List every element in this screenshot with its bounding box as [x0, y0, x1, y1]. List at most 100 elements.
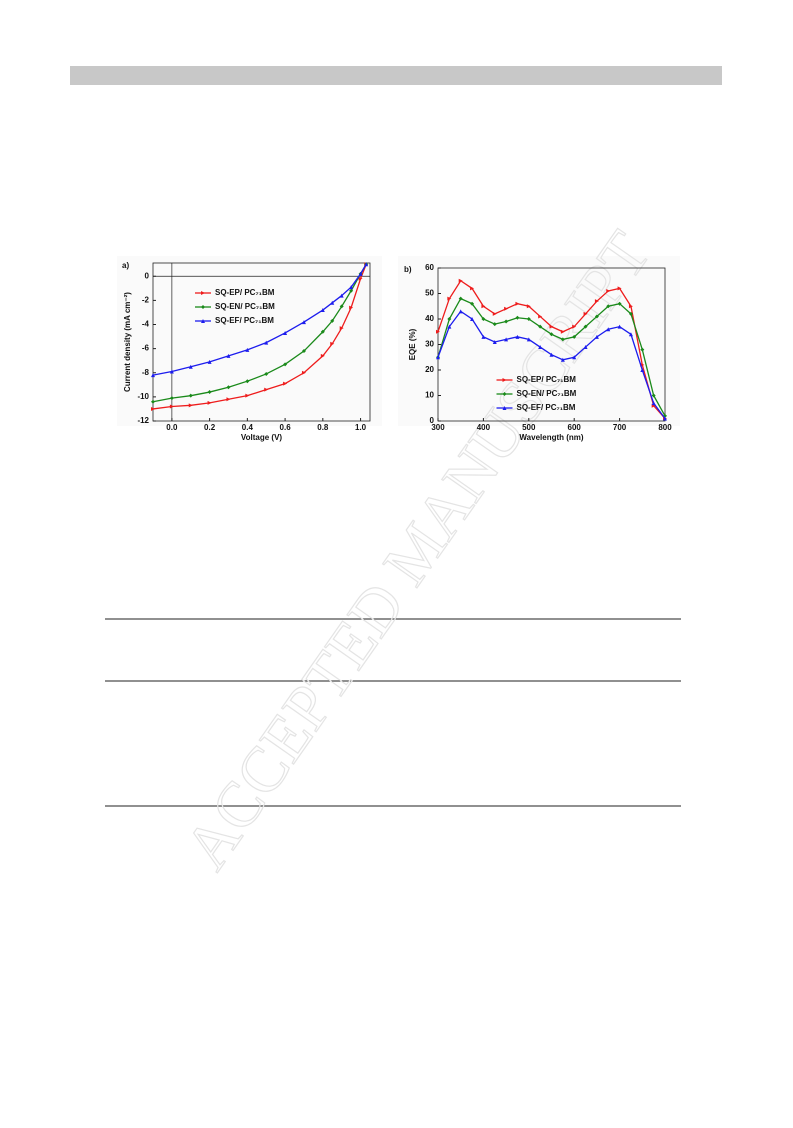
data-point	[538, 345, 543, 350]
data-point	[339, 293, 344, 298]
data-point	[560, 337, 565, 342]
data-point	[492, 322, 497, 327]
legend-label: SQ-EN/ PC₇₁BM	[215, 302, 275, 311]
data-point	[515, 315, 520, 320]
table	[105, 618, 681, 807]
data-point	[264, 340, 269, 345]
data-point	[301, 320, 306, 325]
data-point	[538, 314, 543, 319]
data-point	[447, 324, 452, 329]
legend-marker	[502, 392, 507, 396]
data-point	[358, 271, 363, 276]
header-bar	[70, 66, 722, 85]
data-point	[628, 304, 633, 309]
data-point	[504, 337, 509, 342]
x-tick-label: 800	[658, 423, 672, 432]
data-point	[151, 399, 155, 404]
data-point	[169, 369, 174, 374]
data-point	[640, 347, 645, 352]
data-point	[504, 319, 509, 324]
legend-label: SQ-EF/ PC₇₁BM	[215, 316, 274, 325]
data-point	[436, 329, 440, 334]
data-point	[330, 300, 335, 305]
data-point	[283, 330, 288, 335]
y-tick-label: 10	[425, 391, 434, 400]
y-axis-label: Current density (mA cm⁻²)	[123, 292, 132, 392]
data-point	[283, 381, 288, 386]
data-point	[583, 324, 588, 329]
data-point	[264, 387, 269, 392]
data-point	[301, 370, 306, 375]
data-point	[617, 324, 622, 329]
x-tick-label: 300	[431, 423, 445, 432]
x-tick-label: 700	[613, 423, 627, 432]
data-point	[364, 262, 369, 267]
legend-marker	[201, 319, 205, 323]
legend-marker	[502, 378, 507, 382]
y-axis-label: EQE (%)	[408, 328, 417, 360]
data-point	[458, 309, 463, 314]
data-point	[481, 304, 486, 309]
data-point	[492, 339, 497, 344]
y-tick-label: 0	[145, 271, 150, 280]
data-point	[207, 390, 212, 395]
legend-marker	[201, 291, 205, 295]
data-point	[492, 311, 497, 316]
data-point	[330, 318, 335, 323]
data-point	[458, 278, 463, 283]
x-tick-label: 400	[477, 423, 491, 432]
data-point	[169, 404, 174, 409]
y-tick-label: -6	[142, 344, 150, 353]
data-point	[640, 368, 645, 372]
data-point	[436, 355, 440, 360]
y-tick-label: -8	[142, 368, 150, 377]
data-point	[169, 396, 174, 401]
plot-frame	[152, 262, 371, 422]
data-point	[549, 352, 554, 357]
data-point	[349, 288, 354, 293]
x-tick-label: 0.8	[317, 423, 329, 432]
data-point	[583, 311, 588, 316]
data-point	[526, 337, 531, 342]
data-point	[594, 299, 599, 304]
data-point	[594, 314, 599, 319]
data-point	[188, 364, 193, 369]
data-point	[458, 296, 463, 301]
y-tick-label: 20	[425, 365, 434, 374]
data-point	[560, 329, 565, 334]
x-axis-label: Wavelength (nm)	[519, 433, 583, 442]
data-point	[151, 406, 155, 411]
x-tick-label: 1.0	[355, 423, 367, 432]
data-point	[572, 355, 577, 360]
data-point	[560, 357, 565, 362]
data-point	[481, 317, 486, 321]
data-point	[651, 393, 656, 398]
x-tick-label: 0.0	[166, 423, 178, 432]
data-point	[226, 353, 231, 358]
data-point	[617, 301, 622, 306]
data-point	[628, 332, 633, 337]
data-point	[606, 304, 611, 309]
data-point	[358, 276, 363, 281]
data-point	[515, 301, 520, 306]
y-tick-label: -12	[137, 416, 149, 425]
y-tick-label: 40	[425, 314, 434, 323]
panel-label: b)	[404, 265, 412, 274]
x-tick-label: 0.6	[280, 423, 292, 432]
data-point	[526, 317, 531, 321]
legend-label: SQ-EP/ PC₇₁BM	[215, 288, 275, 297]
data-point	[549, 324, 554, 329]
legend-label: SQ-EF/ PC₇₁BM	[517, 403, 576, 412]
legend-label: SQ-EN/ PC₇₁BM	[517, 389, 577, 398]
y-tick-label: 50	[425, 289, 434, 298]
data-point	[447, 296, 452, 301]
data-point	[339, 326, 344, 331]
data-point	[264, 371, 269, 376]
data-point	[651, 401, 656, 406]
data-point	[349, 285, 354, 290]
data-point	[470, 286, 475, 291]
x-axis-label: Voltage (V)	[241, 433, 283, 442]
data-point	[606, 288, 611, 293]
y-tick-label: 30	[425, 340, 434, 349]
